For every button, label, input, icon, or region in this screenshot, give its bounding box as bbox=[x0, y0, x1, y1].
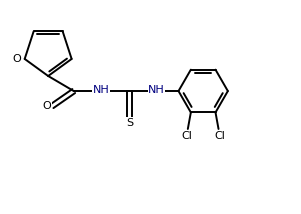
Text: Cl: Cl bbox=[181, 131, 192, 141]
Text: O: O bbox=[42, 101, 51, 111]
Text: NH: NH bbox=[92, 85, 109, 95]
Text: O: O bbox=[13, 54, 22, 64]
Text: Cl: Cl bbox=[215, 131, 225, 141]
Text: NH: NH bbox=[148, 85, 165, 95]
Text: S: S bbox=[126, 118, 133, 128]
